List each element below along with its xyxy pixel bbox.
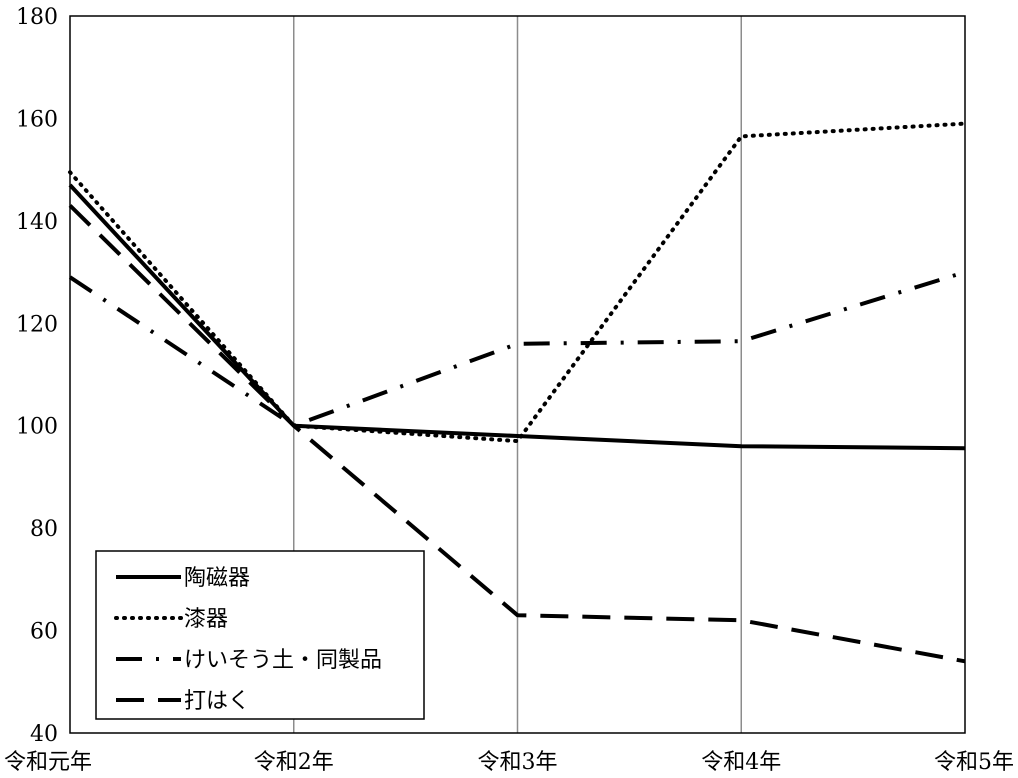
series-lines (68, 121, 967, 664)
x-tick-label-2: 令和3年 (478, 750, 558, 775)
y-tick-label-120: 120 (16, 312, 58, 337)
x-tick-label-1: 令和2年 (254, 750, 334, 775)
y-tick-label-40: 40 (30, 722, 58, 747)
series-line-4 (68, 204, 966, 664)
legend-label-2: 漆器 (184, 607, 228, 632)
y-axis-ticks: 40 60 80 100 120 140 160 180 (16, 5, 58, 747)
legend-label-1: 陶磁器 (184, 566, 250, 591)
y-tick-label-160: 160 (16, 107, 58, 132)
y-tick-label-100: 100 (16, 415, 58, 440)
y-tick-label-140: 140 (16, 210, 58, 235)
legend-label-4: 打はく (184, 689, 250, 714)
y-tick-label-180: 180 (16, 5, 58, 30)
x-tick-label-4: 令和5年 (934, 750, 1014, 775)
series-line-1 (68, 183, 966, 451)
x-axis-ticks: 令和元年 令和2年 令和3年 令和4年 令和5年 (4, 750, 1014, 775)
x-tick-label-3: 令和4年 (701, 750, 781, 775)
x-tick-label-0: 令和元年 (4, 750, 92, 775)
plot-area-border (69, 15, 966, 734)
series-line-2 (68, 121, 967, 444)
y-tick-label-80: 80 (30, 517, 58, 542)
y-tick-label-60: 60 (30, 620, 58, 645)
legend-label-3: けいそう土・同製品 (184, 648, 382, 673)
series-line-3 (68, 270, 966, 428)
